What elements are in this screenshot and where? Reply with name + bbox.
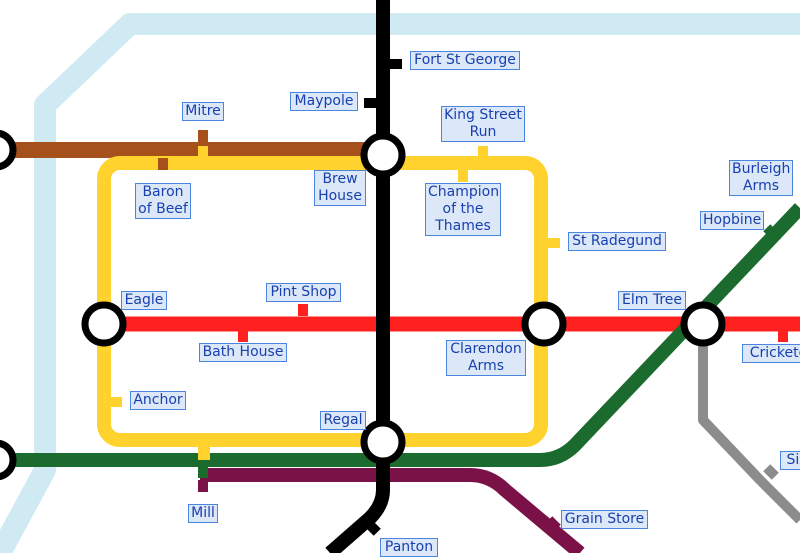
station-label-st-radegund[interactable]: St Radegund bbox=[568, 232, 666, 251]
interchange-stations bbox=[0, 129, 726, 481]
tick-mill-green bbox=[198, 466, 208, 478]
interchange-brew-house[interactable] bbox=[360, 132, 406, 178]
station-ticks bbox=[110, 59, 788, 536]
station-label-regal[interactable]: Regal bbox=[320, 411, 366, 430]
tick-panton bbox=[365, 520, 381, 536]
station-label-anchor[interactable]: Anchor bbox=[130, 391, 186, 410]
station-label-mill[interactable]: Mill bbox=[188, 504, 218, 523]
station-label-grain-store[interactable]: Grain Store bbox=[561, 510, 648, 529]
tick-mill-yellow bbox=[198, 446, 210, 460]
green-line bbox=[0, 203, 800, 467]
interchange-eagle[interactable] bbox=[81, 301, 127, 347]
tick-six bbox=[763, 464, 779, 480]
tick-cricketers bbox=[778, 330, 788, 342]
tick-mitre-yellow bbox=[198, 146, 208, 158]
interchange-elm-tree[interactable] bbox=[680, 301, 726, 347]
tick-hopbine bbox=[763, 224, 779, 240]
station-label-eagle[interactable]: Eagle bbox=[121, 291, 167, 310]
station-label-elm-tree[interactable]: Elm Tree bbox=[618, 291, 686, 310]
black-line bbox=[325, 0, 390, 553]
station-label-cricketers[interactable]: Cricketers bbox=[742, 344, 800, 363]
tick-mill-purple bbox=[198, 480, 208, 492]
tick-pint-shop bbox=[298, 304, 308, 316]
tick-grain-store bbox=[545, 516, 561, 532]
station-label-hopbine[interactable]: Hopbine bbox=[700, 211, 764, 230]
purple-line bbox=[200, 468, 585, 553]
tick-bath-house bbox=[238, 330, 248, 342]
tick-mitre bbox=[198, 130, 208, 142]
station-label-bath-house[interactable]: Bath House bbox=[199, 343, 287, 362]
station-label-pint-shop[interactable]: Pint Shop bbox=[266, 283, 341, 302]
station-label-clarendon-arms[interactable]: Clarendon Arms bbox=[446, 340, 526, 376]
station-label-panton[interactable]: Panton bbox=[380, 538, 438, 557]
tick-fort-st-george bbox=[390, 59, 402, 69]
tick-st-radegund bbox=[548, 238, 560, 248]
tick-anchor bbox=[110, 397, 122, 407]
grey-line bbox=[698, 324, 800, 524]
tick-maypole bbox=[364, 98, 376, 108]
station-label-fort-st-george[interactable]: Fort St George bbox=[410, 51, 520, 70]
interchange-left-green[interactable] bbox=[0, 439, 17, 481]
station-label-king-street-run[interactable]: King Street Run bbox=[441, 106, 525, 142]
station-label-brew-house[interactable]: Brew House bbox=[314, 170, 366, 206]
tick-champion bbox=[458, 170, 468, 182]
interchange-clarendon-arms[interactable] bbox=[521, 301, 567, 347]
station-label-baron-of-beef[interactable]: Baron of Beef bbox=[135, 183, 191, 219]
station-label-burleigh-arms[interactable]: Burleigh Arms bbox=[729, 160, 793, 196]
station-label-maypole[interactable]: Maypole bbox=[290, 92, 358, 111]
interchange-left-brown[interactable] bbox=[0, 129, 17, 171]
interchange-regal[interactable] bbox=[360, 419, 406, 465]
tick-king-street-run bbox=[478, 146, 488, 158]
station-label-six[interactable]: Six bbox=[780, 451, 800, 470]
station-label-mitre[interactable]: Mitre bbox=[182, 102, 224, 121]
tick-baron-of-beef bbox=[158, 158, 168, 170]
station-label-champion-of-the-thames[interactable]: Champion of the Thames bbox=[425, 183, 501, 236]
river bbox=[0, 13, 800, 553]
